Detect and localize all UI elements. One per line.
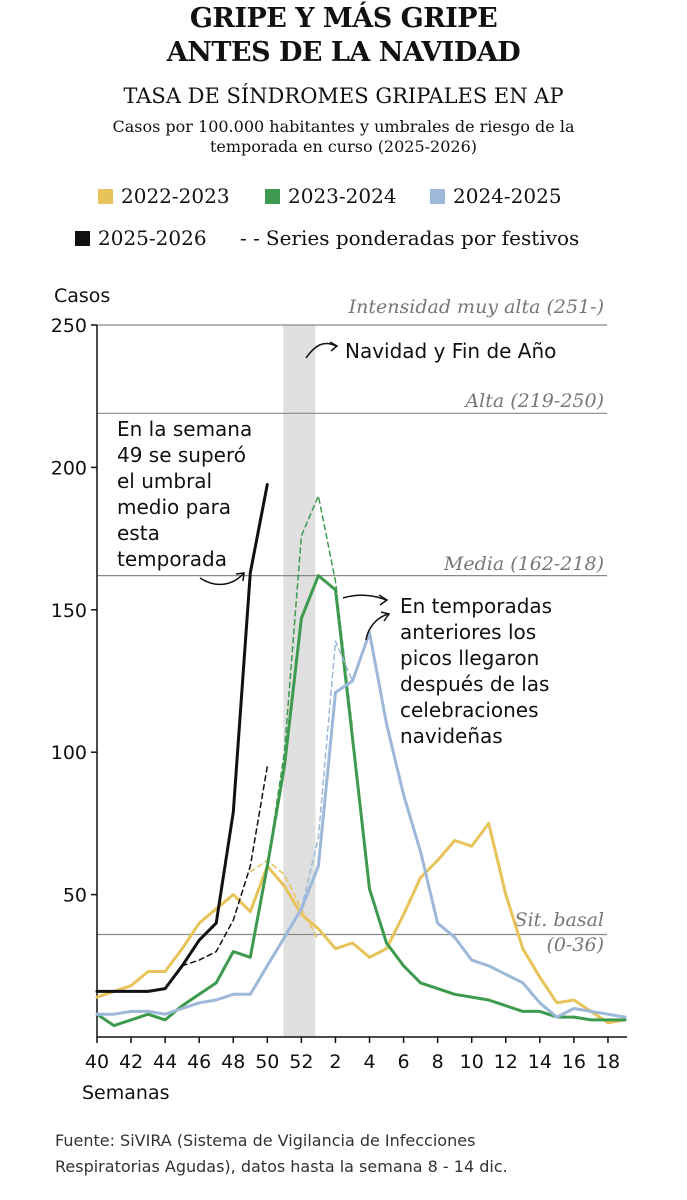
legend-label-dashed: Series ponderadas por festivos xyxy=(265,226,580,250)
previous-annotation-line-1: anteriores los xyxy=(400,620,536,644)
series-line-2024-2025 xyxy=(95,631,627,1019)
x-tick-label-8: 8 xyxy=(432,1051,444,1073)
previous-annotation-line-5: navideñas xyxy=(400,724,503,748)
legend-dash-glyph: - - xyxy=(240,226,260,250)
legend-item-2022: 2022-2023 xyxy=(98,184,230,208)
legend-item-2024: 2024-2025 xyxy=(430,184,562,208)
y-tick-label-200: 200 xyxy=(51,457,87,479)
series-line-2023-2024-ponderada xyxy=(266,495,354,867)
legend-swatch-2025 xyxy=(75,230,90,246)
week49-annotation-line-3: medio para xyxy=(117,495,231,519)
source-line1: Fuente: SiVIRA (Sistema de Vigilancia de… xyxy=(55,1131,476,1150)
previous-annotation-line-4: celebraciones xyxy=(400,698,539,722)
x-tick-label-2: 2 xyxy=(329,1051,341,1073)
y-tick-label-100: 100 xyxy=(51,742,87,764)
week49-annotation-line-0: En la semana xyxy=(117,417,252,441)
x-tick-label-10: 10 xyxy=(460,1051,484,1073)
chart-title-line2: ANTES DE LA NAVIDAD xyxy=(166,37,521,68)
series-line-2023-2024 xyxy=(95,574,627,1028)
source-line2: Respiratorias Agudas), datos hasta la se… xyxy=(55,1157,508,1176)
previous-annotation-line-2: picos llegaron xyxy=(400,646,539,670)
week49-annotation-line-1: 49 se superó xyxy=(117,443,246,467)
threshold-label-0: Intensidad muy alta (251-) xyxy=(348,296,604,318)
legend-item-2023: 2023-2024 xyxy=(265,184,397,208)
x-tick-label-52: 52 xyxy=(289,1051,313,1073)
y-tick-label-50: 50 xyxy=(63,885,87,907)
description-line2: temporada en curso (2025-2026) xyxy=(209,137,478,156)
y-tick-label-150: 150 xyxy=(51,600,87,622)
y-tick-label-250: 250 xyxy=(51,315,87,337)
holiday-arrow xyxy=(305,342,337,359)
x-tick-label-46: 46 xyxy=(187,1051,211,1073)
x-tick-label-6: 6 xyxy=(398,1051,410,1073)
x-tick-label-14: 14 xyxy=(528,1051,552,1073)
previous-arrow-green xyxy=(342,594,387,601)
legend-item-2025: 2025-2026 xyxy=(75,226,207,250)
legend-swatch-2023 xyxy=(265,188,280,204)
x-tick-label-42: 42 xyxy=(119,1051,143,1073)
x-axis-title: Semanas xyxy=(82,1082,170,1104)
x-tick-label-4: 4 xyxy=(363,1051,375,1073)
previous-annotation-line-3: después de las xyxy=(400,672,549,696)
previous-arrowhead-blue xyxy=(380,611,391,622)
description-line1: Casos por 100.000 habitantes y umbrales … xyxy=(112,117,575,136)
source-note: Fuente: SiVIRA (Sistema de Vigilancia de… xyxy=(55,1128,655,1180)
legend-item-dashed: - - Series ponderadas por festivos xyxy=(240,226,579,250)
holiday-band xyxy=(283,325,316,1037)
y-axis-title: Casos xyxy=(54,285,110,307)
line-chart: Intensidad muy alta (251-) Alta (219-250)… xyxy=(51,285,627,1104)
x-tick-label-16: 16 xyxy=(562,1051,586,1073)
x-tick-label-48: 48 xyxy=(221,1051,245,1073)
legend-label-2025: 2025-2026 xyxy=(98,226,207,250)
previous-arrow-blue xyxy=(365,613,389,641)
threshold-label-1: Alta (219-250) xyxy=(463,390,604,412)
week49-annotation-line-4: esta xyxy=(117,521,160,545)
holiday-annotation: Navidad y Fin de Año xyxy=(345,339,556,363)
x-tick-label-40: 40 xyxy=(85,1051,109,1073)
x-tick-label-50: 50 xyxy=(255,1051,279,1073)
threshold-label-3b: (0-36) xyxy=(546,934,604,956)
series-line-2024-2025-ponderada xyxy=(300,640,354,910)
previous-arrowhead-green xyxy=(378,594,389,606)
threshold-label-3a: Sit. basal xyxy=(515,909,604,931)
legend-label-2023: 2023-2024 xyxy=(288,184,397,208)
chart-description: Casos por 100.000 habitantes y umbrales … xyxy=(60,117,627,157)
chart-title-line1: GRIPE Y MÁS GRIPE xyxy=(189,3,498,34)
chart-subtitle: TASA DE SÍNDROMES GRIPALES EN AP xyxy=(123,84,564,108)
legend-swatch-2022 xyxy=(98,188,113,204)
x-tick-label-12: 12 xyxy=(494,1051,518,1073)
week49-annotation-line-2: el umbral xyxy=(117,469,212,493)
week49-arrowhead xyxy=(235,572,245,582)
holiday-arrowhead xyxy=(329,341,339,352)
series-line-2025-2026-ponderada xyxy=(181,765,269,967)
legend-label-2024: 2024-2025 xyxy=(453,184,562,208)
legend-swatch-2024 xyxy=(430,188,445,204)
week49-annotation-line-5: temporada xyxy=(117,547,227,571)
x-tick-label-18: 18 xyxy=(596,1051,620,1073)
legend-label-2022: 2022-2023 xyxy=(121,184,230,208)
series-line-2022-2023 xyxy=(95,821,627,1025)
previous-annotation-line-0: En temporadas xyxy=(400,594,552,618)
week49-arrow xyxy=(199,573,244,586)
threshold-label-2: Media (162-218) xyxy=(443,553,604,575)
x-tick-label-44: 44 xyxy=(153,1051,177,1073)
series-line-2022-2023-ponderada xyxy=(249,859,320,941)
